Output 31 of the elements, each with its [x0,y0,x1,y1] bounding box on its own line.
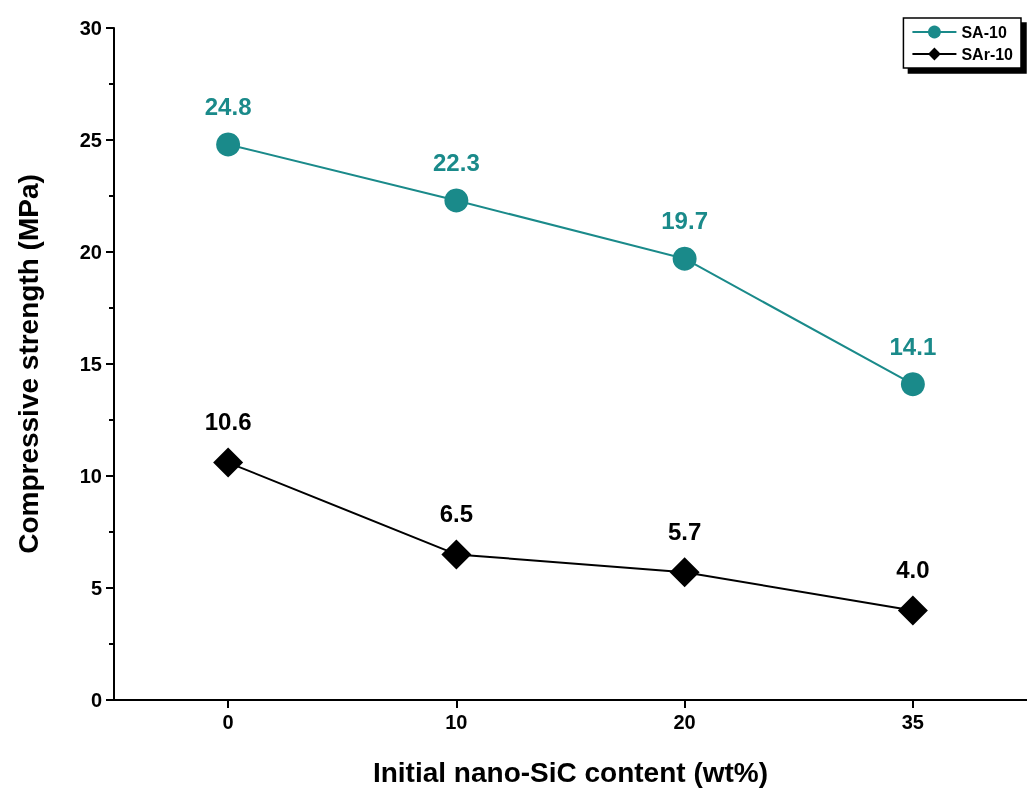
point [213,447,244,478]
y-tick-label: 10 [79,465,102,487]
data-label: 4.0 [896,555,930,583]
x-tick-label: 0 [222,711,234,733]
legend-label: SAr-10 [961,45,1014,63]
data-label: 22.3 [433,148,480,176]
point [441,539,472,570]
point [897,595,928,626]
y-tick-label: 25 [79,129,102,151]
y-tick-label: 15 [79,353,102,375]
y-axis-title: Compressive strength (MPa) [12,174,44,554]
point [444,188,469,213]
y-tick-label: 5 [90,577,102,599]
point [216,132,241,157]
data-label: 6.5 [439,499,474,527]
x-tick-label: 35 [901,711,924,733]
data-label: 14.1 [889,332,937,360]
x-axis-title: Initial nano-SiC content (wt%) [372,756,769,788]
y-tick-label: 20 [79,241,102,263]
x-tick-label: 10 [445,711,468,733]
point [672,246,697,271]
data-label: 5.7 [667,517,702,545]
x-tick-label: 20 [673,711,696,733]
point [900,372,925,397]
point [669,557,700,588]
data-label: 19.7 [661,207,708,235]
y-tick-label: 0 [90,689,102,711]
y-tick-label: 30 [79,17,102,39]
data-label: 10.6 [204,408,252,436]
legend-label: SA-10 [961,23,1007,41]
data-label: 24.8 [204,92,252,120]
